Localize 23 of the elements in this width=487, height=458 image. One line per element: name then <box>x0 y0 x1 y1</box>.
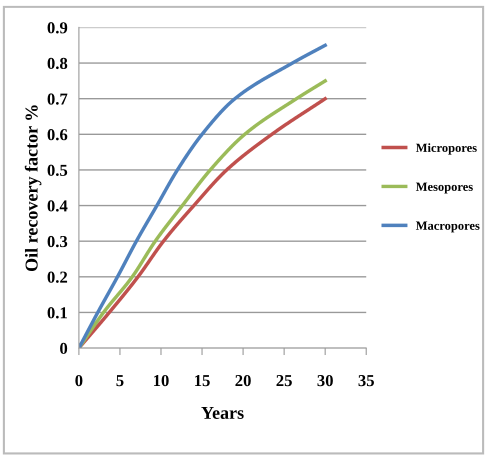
y-tick-label: 0.3 <box>48 236 68 248</box>
y-tick-label: 0.1 <box>48 307 67 318</box>
legend-label: Mesopores <box>416 182 473 194</box>
x-tick-label: 20 <box>235 374 251 386</box>
y-tick-label: 0.5 <box>48 164 68 176</box>
y-tick-label: 0.7 <box>48 93 68 105</box>
x-tick-label: 35 <box>358 375 374 386</box>
x-axis-title: Years <box>201 406 244 419</box>
x-tick-label: 10 <box>154 374 169 386</box>
x-tick-label: 0 <box>75 374 82 386</box>
y-tick-label: 0.8 <box>48 58 68 70</box>
y-axis-title: Oil recovery factor % <box>24 105 42 272</box>
legend-label: Micropores <box>416 143 477 155</box>
x-tick-label: 5 <box>116 375 124 386</box>
x-tick-label: 15 <box>195 375 210 386</box>
y-tick-label: 0 <box>60 342 68 354</box>
y-tick-label: 0.9 <box>48 22 68 34</box>
legend-label: Macropores <box>416 222 480 232</box>
y-tick-label: 0.6 <box>48 129 68 140</box>
x-tick-label: 30 <box>317 374 333 386</box>
y-tick-label: 0.2 <box>48 272 68 283</box>
y-tick-label: 0.4 <box>48 200 68 212</box>
x-tick-label: 25 <box>276 375 292 386</box>
